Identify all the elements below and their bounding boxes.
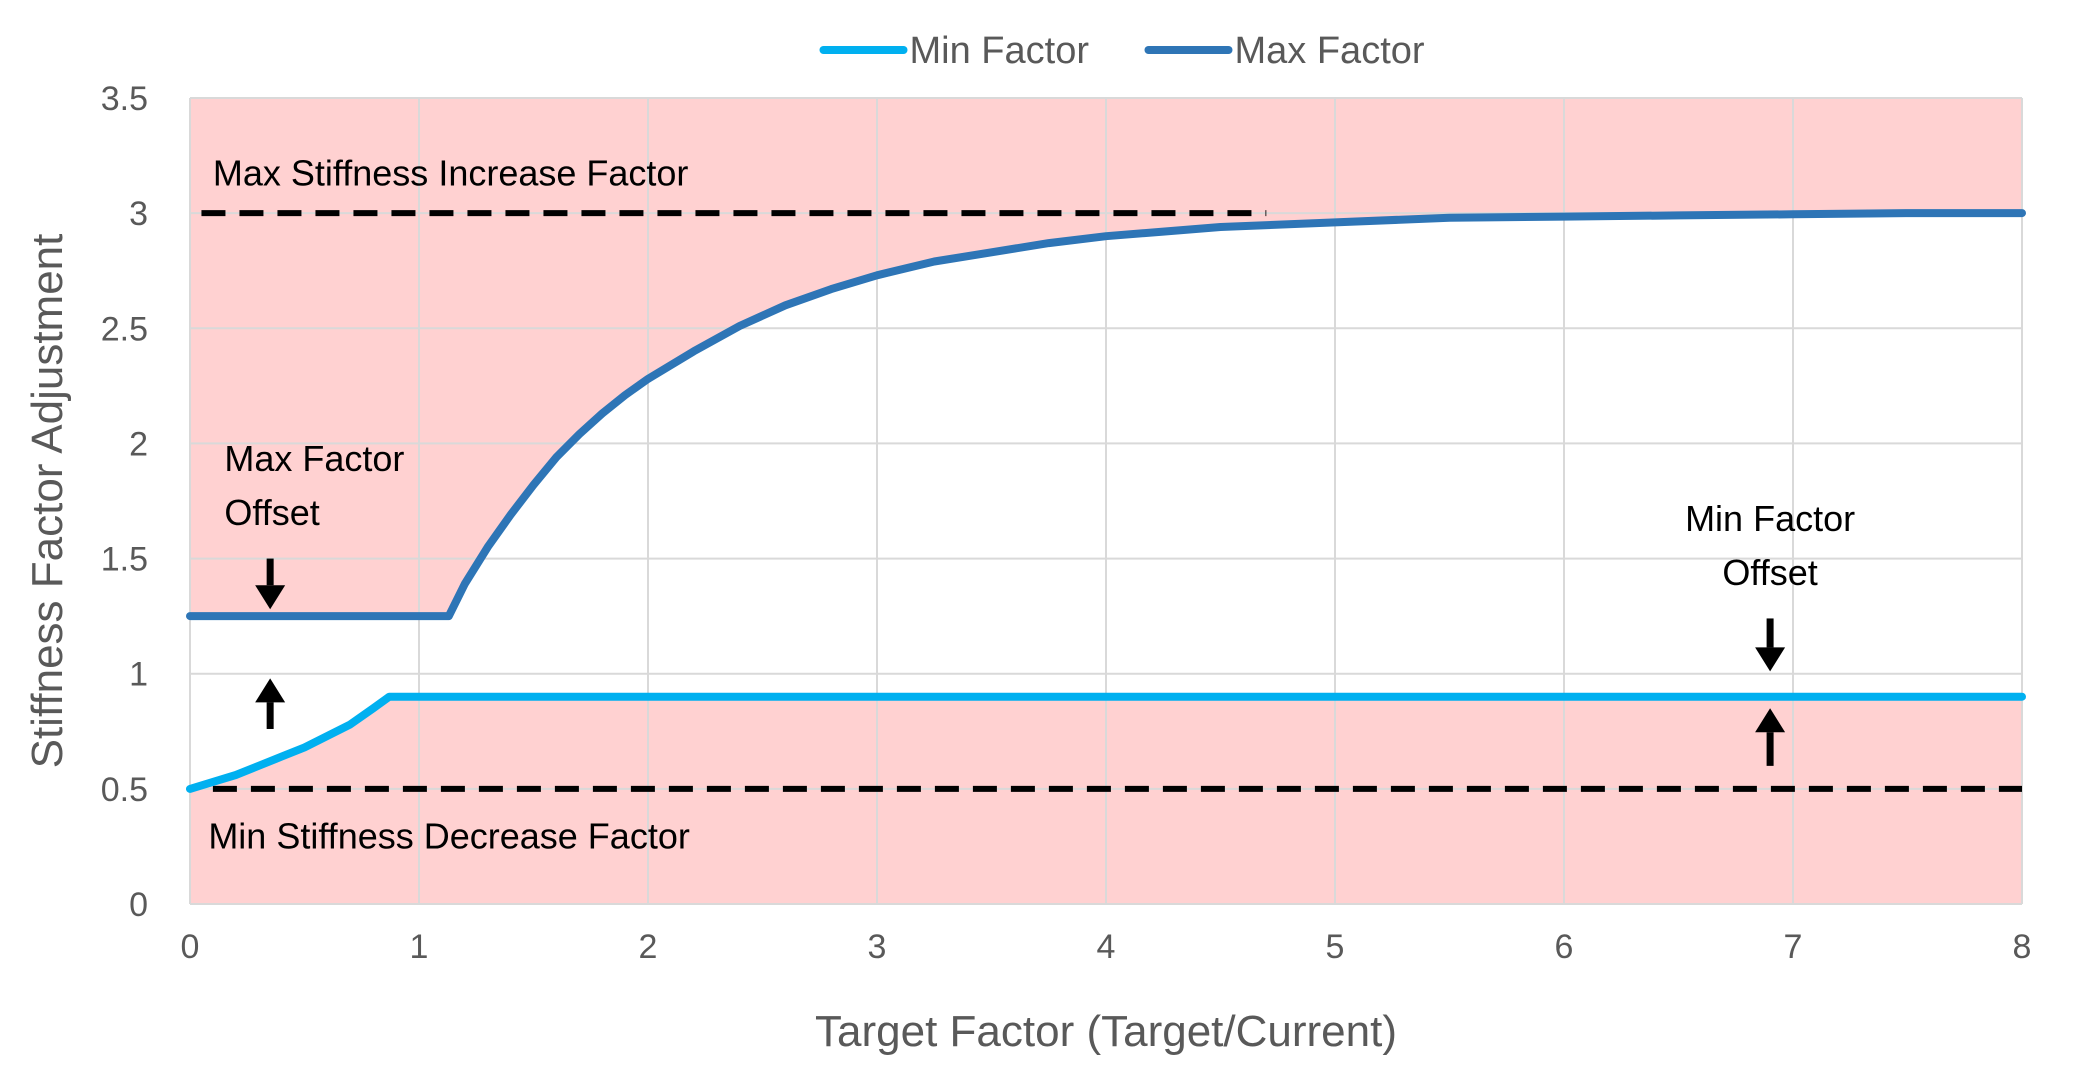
- tick-labels: 0 1 2 3 4 5 6 7 8 0 0.5 1 1.5 2 2.5 3 3.5: [101, 80, 2032, 966]
- x-tick-label-3: 3: [868, 928, 887, 966]
- x-tick-label-2: 2: [639, 928, 658, 966]
- arrow-down-2: [1755, 618, 1786, 672]
- annotation-max-offset: Max Factor Offset: [224, 438, 404, 533]
- annotations: Max Stiffness Increase Factor Min Stiffne…: [208, 153, 1855, 857]
- svg-text:Max Factor: Max Factor: [1235, 30, 1425, 72]
- y-tick-label-5: 2.5: [101, 310, 148, 348]
- legend-item-min-factor: Min Factor: [819, 30, 1090, 72]
- x-tick-label-8: 8: [2013, 928, 2032, 966]
- x-tick-label-7: 7: [1784, 928, 1803, 966]
- y-tick-label-0: 0: [129, 886, 148, 924]
- y-tick-label-2: 1: [129, 656, 148, 694]
- annotation-min-stiffness: Min Stiffness Decrease Factor: [208, 816, 690, 857]
- gridlines: [189, 97, 2023, 905]
- offset-arrows: [255, 558, 1786, 766]
- reference-lines: [201, 210, 2022, 792]
- y-tick-label-1: 0.5: [101, 771, 148, 809]
- y-axis-title: Stiffness Factor Adjustment: [23, 234, 72, 769]
- annotation-min-offset: Min Factor Offset: [1685, 498, 1855, 593]
- legend-item-max-factor: Max Factor: [1144, 30, 1425, 72]
- x-tick-label-6: 6: [1555, 928, 1574, 966]
- series-line-min-factor: [186, 692, 2026, 793]
- arrow-down-0: [255, 558, 286, 610]
- arrow-up-1: [255, 678, 286, 729]
- y-tick-label-6: 3: [129, 195, 148, 233]
- legend: Min Factor Max Factor: [819, 30, 1425, 72]
- series-lines: [186, 209, 2026, 793]
- series-line-max-factor: [186, 209, 2026, 621]
- svg-text:Min Factor: Min Factor: [910, 30, 1090, 72]
- x-tick-label-4: 4: [1097, 928, 1116, 966]
- arrow-up-3: [1755, 708, 1786, 766]
- x-tick-label-0: 0: [181, 928, 200, 966]
- annotation-max-stiffness: Max Stiffness Increase Factor: [213, 153, 689, 194]
- y-tick-label-3: 1.5: [101, 541, 148, 579]
- x-tick-label-5: 5: [1326, 928, 1345, 966]
- y-tick-label-7: 3.5: [101, 80, 148, 118]
- x-axis-title: Target Factor (Target/Current): [815, 1007, 1397, 1056]
- x-tick-label-1: 1: [410, 928, 429, 966]
- y-tick-label-4: 2: [129, 425, 148, 463]
